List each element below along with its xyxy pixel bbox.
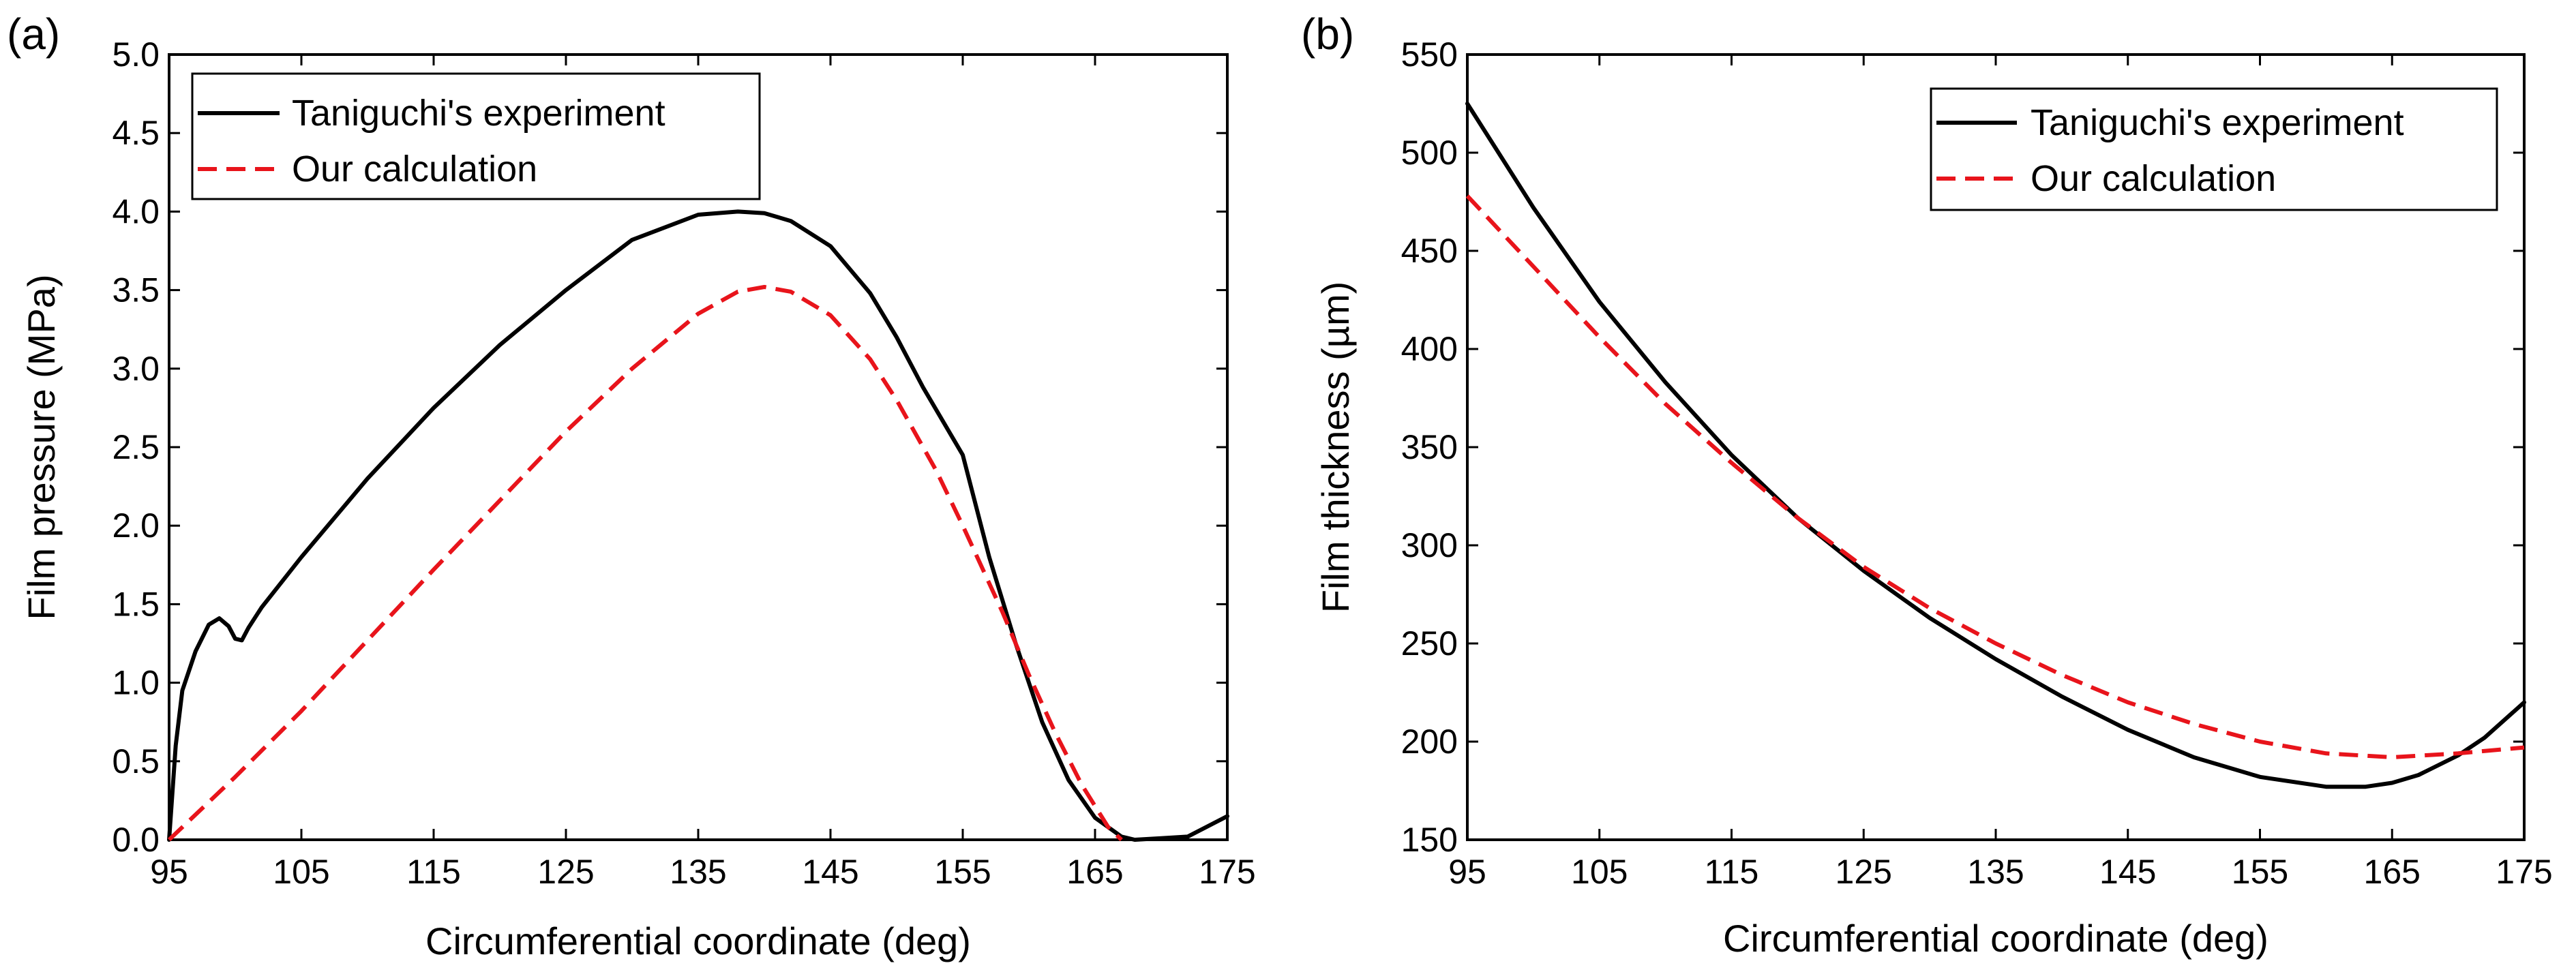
y-tick-label-b: 250 [1401, 624, 1458, 663]
y-tick-label-b: 450 [1401, 232, 1458, 270]
legend-a: Taniguchi's experiment Our calculation [191, 72, 761, 200]
x-tick-label-b: 95 [1448, 853, 1486, 891]
legend-label-experiment-b: Taniguchi's experiment [2031, 102, 2404, 143]
y-tick-label-a: 0.0 [112, 821, 160, 859]
series-group-b [1465, 102, 2526, 789]
x-tick-label-a: 155 [934, 853, 991, 891]
series-experiment-line-a [167, 209, 1229, 842]
x-tick-label-a: 115 [406, 853, 461, 891]
legend-box-b [1930, 87, 2498, 211]
legend-label-experiment-a: Taniguchi's experiment [292, 93, 665, 134]
y-tick-label-a: 3.0 [112, 350, 160, 388]
x-tick-label-b: 115 [1705, 853, 1759, 891]
y-tick-label-a: 1.0 [112, 664, 160, 702]
x-tick-label-b: 175 [2496, 853, 2552, 891]
series-group-a [167, 209, 1229, 842]
x-tick-label-a: 95 [150, 853, 188, 891]
x-tick-label-b: 125 [1836, 853, 1892, 891]
y-tick-label-b: 350 [1401, 428, 1458, 466]
y-tick-label-a: 4.5 [112, 114, 160, 152]
x-tick-label-b: 165 [2364, 853, 2421, 891]
x-tick-label-a: 165 [1066, 853, 1123, 891]
y-axis-title-b: Film thickness (µm) [1314, 282, 1357, 613]
y-tick-label-a: 2.5 [112, 428, 160, 466]
y-tick-label-a: 2.0 [112, 506, 160, 545]
y-tick-label-b: 150 [1401, 821, 1458, 859]
series-calculation-line-a [167, 285, 1123, 842]
y-tick-label-a: 4.0 [112, 192, 160, 230]
series-experiment-line-b [1465, 102, 2526, 789]
x-tick-label-a: 145 [802, 853, 858, 891]
x-axis-title-b: Circumferential coordinate (deg) [1723, 917, 2268, 960]
legend-b: Taniguchi's experiment Our calculation [1930, 87, 2498, 211]
y-tick-label-a: 1.5 [112, 585, 160, 623]
x-tick-label-a: 175 [1199, 853, 1255, 891]
x-tick-label-a: 135 [670, 853, 726, 891]
x-tick-label-b: 105 [1571, 853, 1628, 891]
y-tick-label-b: 400 [1401, 330, 1458, 368]
panel-a: (a) Circumferential coordinate (deg) Fil… [7, 10, 1256, 962]
y-tick-label-b: 300 [1401, 526, 1458, 564]
axis-ticks-a: 95 105 115 125 135 145 155 165 175 0.0 0.5 1.0 1.5 2.… [112, 35, 1255, 891]
legend-label-calculation-b: Our calculation [2031, 158, 2276, 199]
legend-label-calculation-a: Our calculation [292, 149, 537, 189]
x-tick-label-b: 135 [1967, 853, 2024, 891]
y-tick-label-b: 550 [1401, 35, 1458, 74]
panel-label-b: (b) [1301, 10, 1354, 59]
axis-ticks-b: 95 105 115 125 135 145 155 165 175 150 200 250 300 35… [1401, 35, 2553, 891]
panel-label-a: (a) [7, 10, 60, 59]
y-axis-title-a: Film pressure (MPa) [20, 274, 63, 620]
x-axis-title-a: Circumferential coordinate (deg) [425, 920, 971, 962]
x-tick-label-b: 155 [2232, 853, 2288, 891]
x-tick-label-a: 125 [537, 853, 594, 891]
x-tick-label-b: 145 [2099, 853, 2156, 891]
series-calculation-line-b [1465, 194, 2525, 759]
x-tick-label-a: 105 [273, 853, 329, 891]
y-tick-label-b: 500 [1401, 134, 1458, 172]
y-tick-label-b: 200 [1401, 723, 1458, 761]
y-tick-label-a: 3.5 [112, 271, 160, 309]
y-tick-label-a: 0.5 [112, 742, 160, 780]
legend-box-a [191, 72, 761, 200]
y-tick-label-a: 5.0 [112, 35, 160, 74]
panel-b: (b) Circumferential coordinate (deg) Fil… [1301, 10, 2553, 960]
